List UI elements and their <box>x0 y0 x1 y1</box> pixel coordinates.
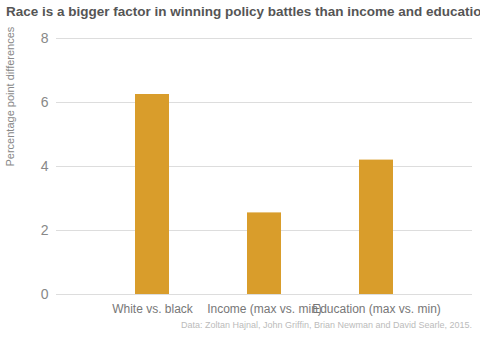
svg-text:8: 8 <box>41 30 49 46</box>
svg-text:0: 0 <box>41 286 49 302</box>
svg-text:6: 6 <box>41 94 49 110</box>
html-text:Data: Zoltan Hajnal, John Grif: Data: Zoltan Hajnal, John Griffin, Brian… <box>181 320 472 330</box>
svg-text:Income (max vs. min): Income (max vs. min) <box>207 302 322 316</box>
svg-text:2: 2 <box>41 222 49 238</box>
svg-text:Education (max vs. min): Education (max vs. min) <box>312 302 441 316</box>
svg-text:White vs. black: White vs. black <box>112 302 194 316</box>
svg-text:4: 4 <box>41 158 49 174</box>
svg-text:Percentage point differences i: Percentage point differences in enactmen… <box>4 24 16 167</box>
